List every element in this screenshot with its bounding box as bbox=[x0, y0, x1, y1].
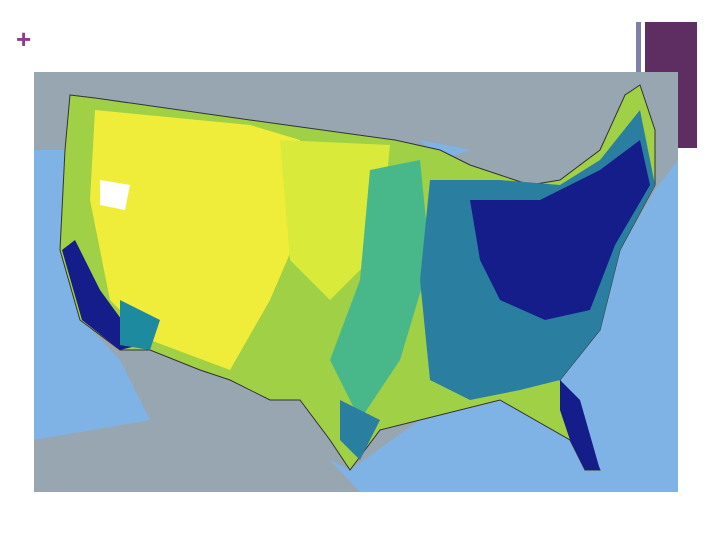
blank-counties bbox=[100, 180, 130, 210]
west-yellow bbox=[90, 110, 300, 370]
lake bbox=[420, 140, 470, 160]
gulf-atlantic-water bbox=[330, 160, 678, 492]
accent-bar bbox=[636, 22, 641, 72]
southwest-teal bbox=[120, 300, 160, 350]
county-map bbox=[34, 72, 678, 492]
east-dark bbox=[470, 140, 650, 320]
florida-dark bbox=[560, 380, 600, 470]
slide-marker: + bbox=[16, 24, 32, 54]
plains-teal bbox=[330, 160, 430, 420]
texas-teal bbox=[340, 400, 380, 460]
